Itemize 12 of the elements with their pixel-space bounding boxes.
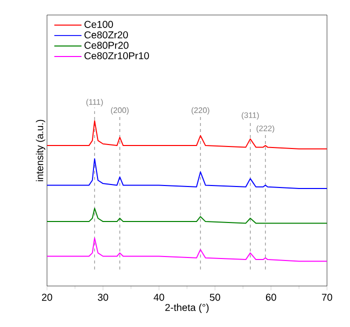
x-tick-label: 40 bbox=[154, 294, 164, 301]
x-tick-label: 60 bbox=[266, 294, 276, 301]
x-tick-label: 20 bbox=[42, 294, 52, 301]
x-tick-label: 50 bbox=[210, 294, 220, 301]
legend-label: Ce80Pr20 bbox=[84, 42, 128, 49]
x-tick-label: 70 bbox=[322, 294, 332, 301]
x-tick-label: 30 bbox=[98, 294, 108, 301]
y-axis-title: intensity (a.u.) bbox=[36, 120, 46, 182]
legend-label: Ce100 bbox=[84, 20, 113, 28]
legend-label: Ce80Zr10Pr10 bbox=[84, 52, 149, 60]
legend-label: Ce80Zr20 bbox=[84, 31, 128, 38]
x-axis-title: 2-theta (°) bbox=[165, 304, 209, 313]
